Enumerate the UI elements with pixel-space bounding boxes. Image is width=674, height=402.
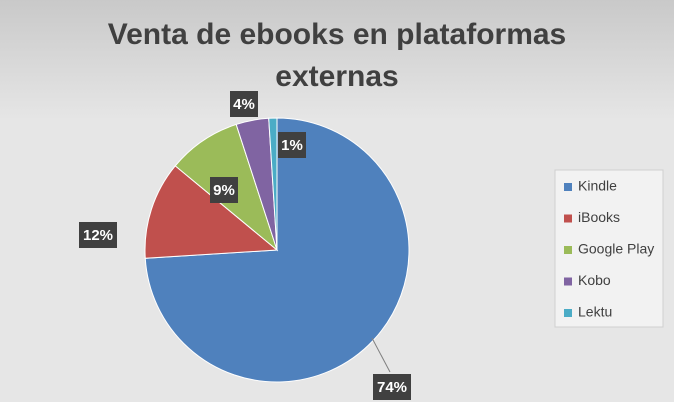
data-label-box bbox=[79, 222, 117, 248]
legend-swatch bbox=[564, 214, 572, 223]
data-label-box bbox=[210, 177, 238, 203]
data-label-box bbox=[230, 91, 258, 117]
legend-box bbox=[554, 169, 664, 328]
leader-line bbox=[371, 337, 391, 373]
data-label-box bbox=[373, 374, 411, 400]
chart-title: Venta de ebooks en plataformas externas bbox=[107, 18, 567, 93]
data-label: 74% bbox=[377, 379, 407, 396]
data-label-box bbox=[278, 132, 306, 158]
data-label: 9% bbox=[213, 182, 235, 199]
legend-label: iBooks bbox=[578, 209, 620, 225]
legend-swatch bbox=[564, 246, 572, 254]
legend-swatch bbox=[564, 309, 572, 317]
data-label: 1% bbox=[281, 137, 303, 154]
data-label: 4% bbox=[233, 96, 255, 113]
legend-label: Lektu bbox=[578, 304, 612, 320]
legend-swatch bbox=[564, 183, 572, 191]
pie-slice bbox=[144, 165, 279, 259]
legend-label: Google Play bbox=[578, 241, 654, 257]
pie-slice bbox=[268, 117, 278, 251]
legend-swatch bbox=[564, 277, 572, 286]
legend-label: Kobo bbox=[578, 272, 611, 288]
data-label: 12% bbox=[83, 227, 113, 244]
legend-label: Kindle bbox=[578, 178, 617, 194]
